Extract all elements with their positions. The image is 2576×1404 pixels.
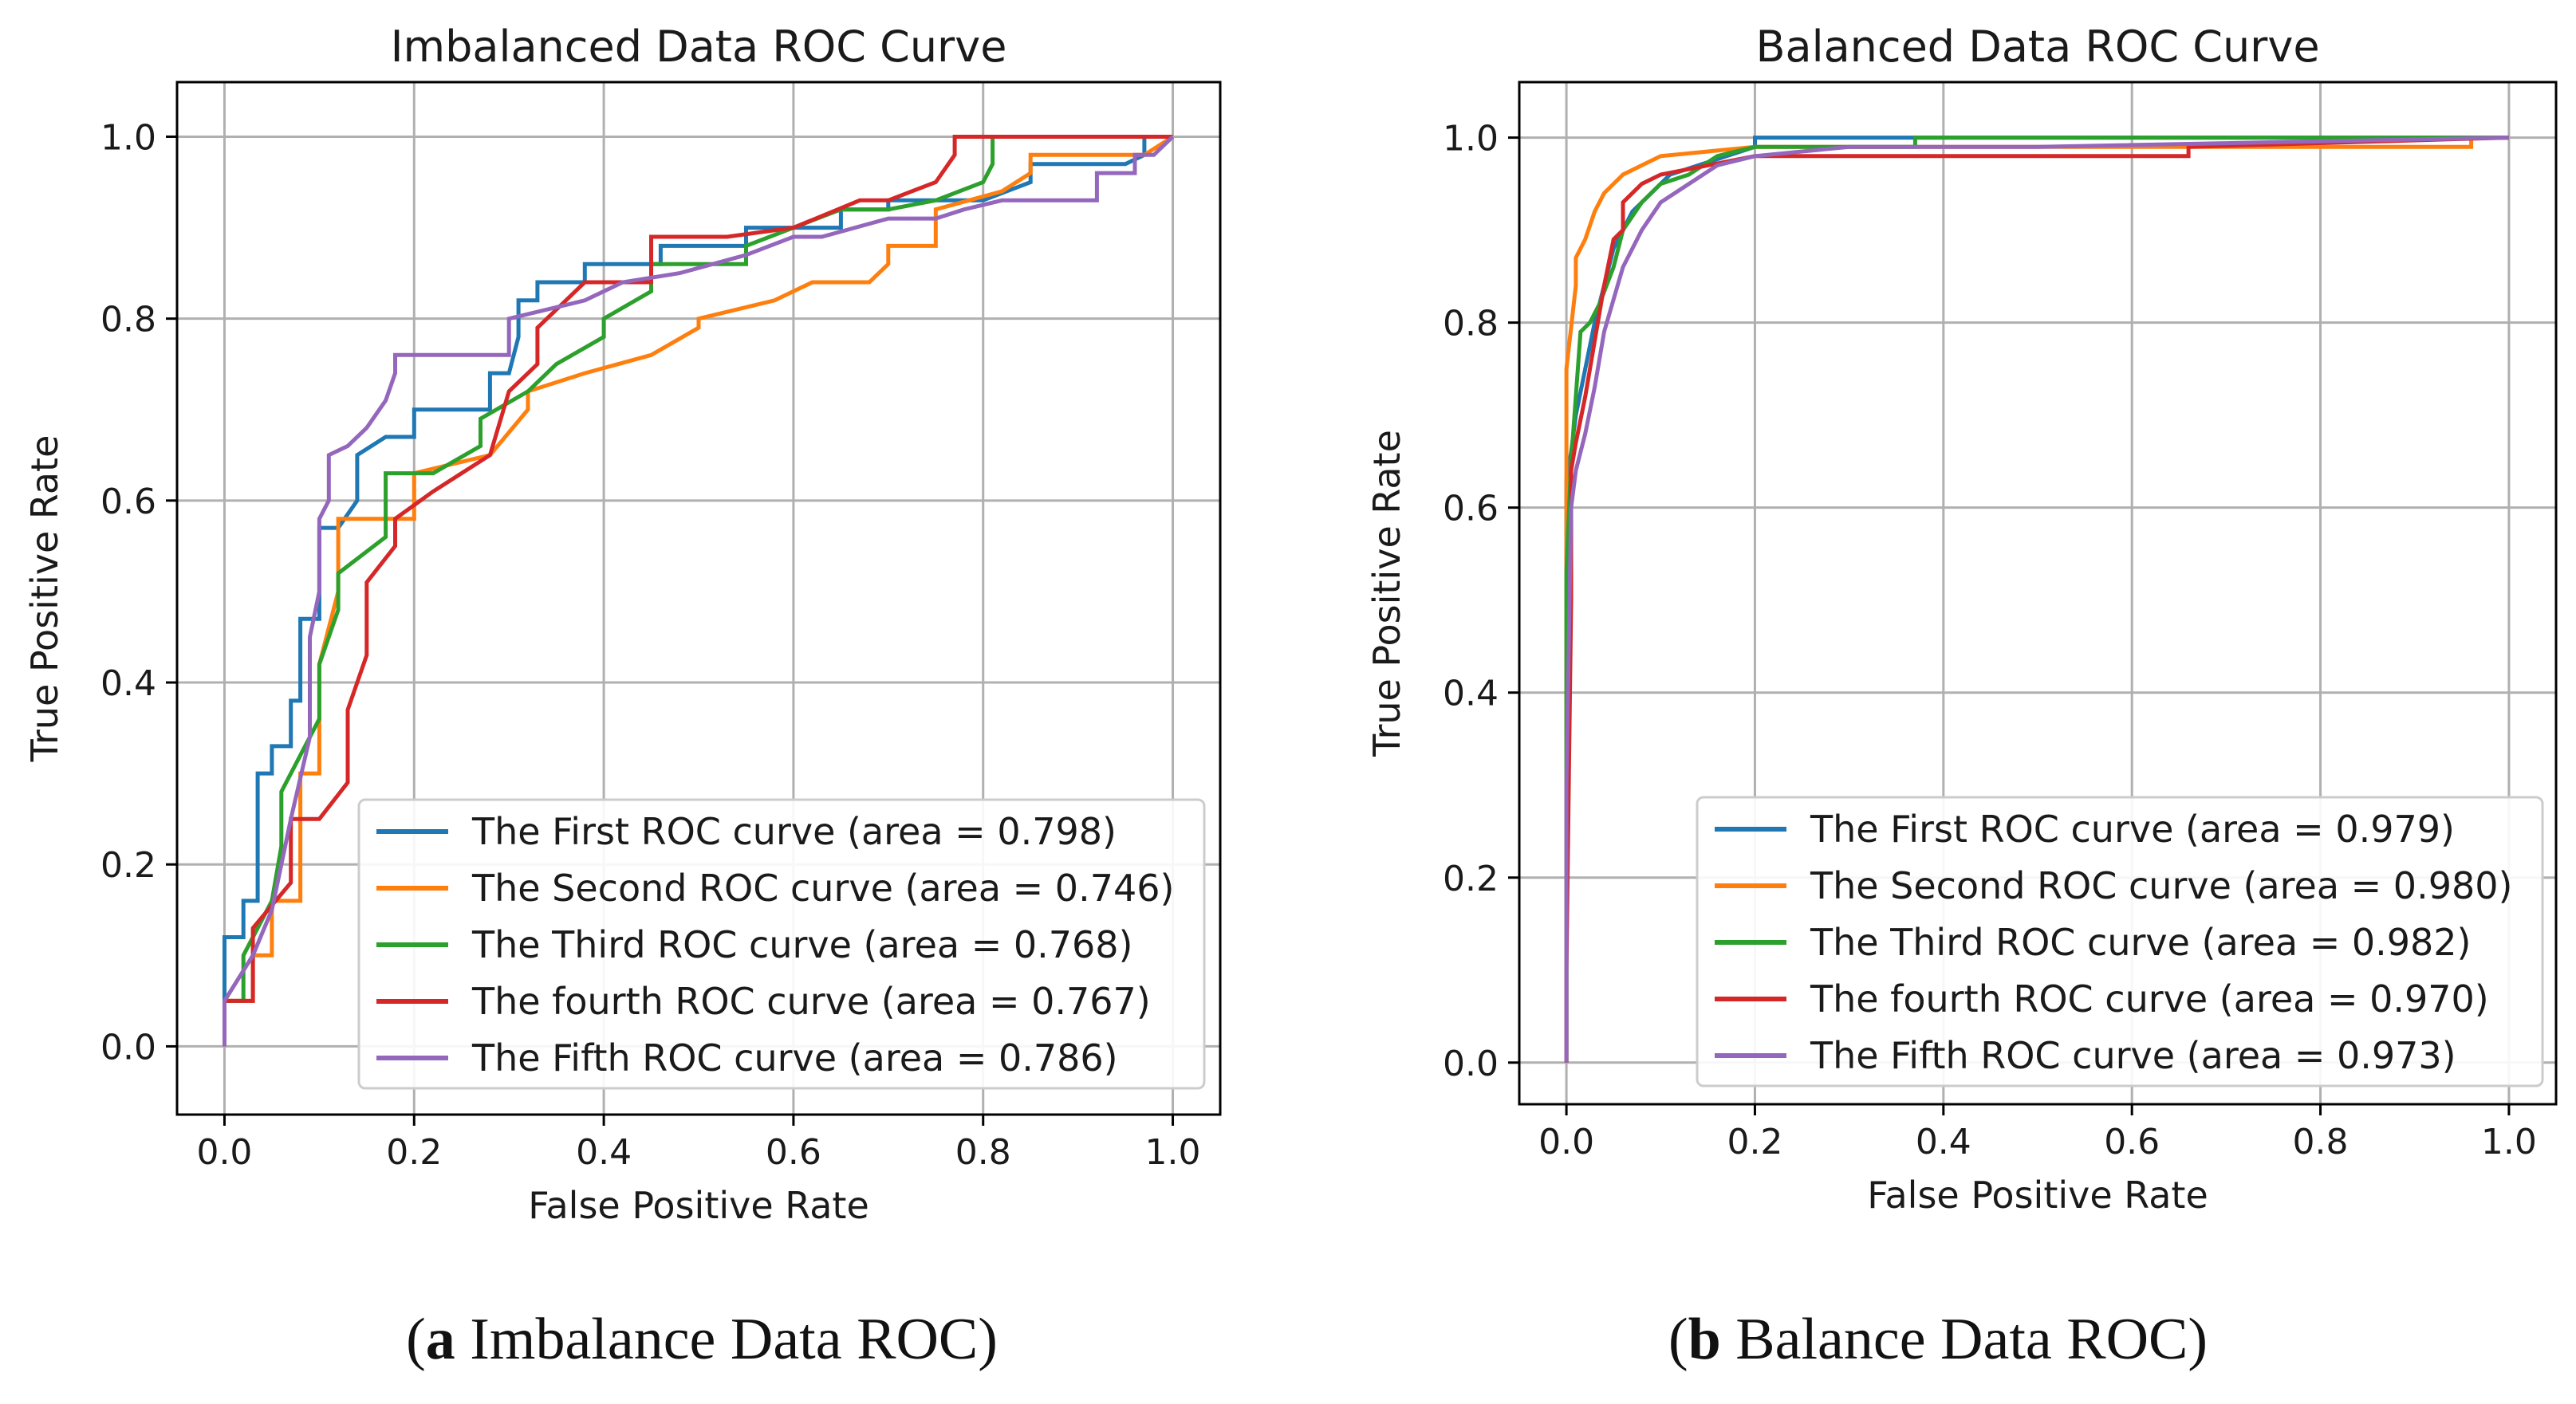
legend-box xyxy=(1696,796,2544,1087)
legend-entry: The Fifth ROC curve (area = 0.786) xyxy=(471,1036,1118,1080)
roc-line-2 xyxy=(223,135,1174,1047)
legend-entry: The Second ROC curve (area = 0.746) xyxy=(471,867,1174,910)
x-tick-label: 0.6 xyxy=(2104,1122,2160,1162)
y-tick-label: 1.0 xyxy=(1443,119,1499,159)
x-tick-label: 0.0 xyxy=(196,1132,252,1173)
y-tick-label: 0.0 xyxy=(1443,1044,1499,1084)
roc-line-5 xyxy=(1564,136,2509,1063)
x-tick-label: 0.4 xyxy=(1916,1122,1971,1162)
roc-line-5 xyxy=(223,135,1175,1047)
chart-1: 0.0 0.2 0.4 0.6 0.8 1.0 0.0 0.2 0.4 0.6 0.8 1.0 Bala… xyxy=(1365,22,2558,1217)
chart-0: 0.0 0.2 0.4 0.6 0.8 1.0 0.0 0.2 0.4 0.6 0.8 1.0 Imba… xyxy=(23,22,1222,1227)
legend: The First ROC curve (area = 0.798) The Se… xyxy=(357,798,1206,1090)
y-axis-label: True Positive Rate xyxy=(23,435,66,763)
plot-frame xyxy=(175,81,1222,1116)
x-tick-label: 1.0 xyxy=(1145,1132,1201,1173)
x-tick-label: 0.2 xyxy=(1727,1122,1782,1162)
y-tick-label: 0.8 xyxy=(1443,304,1499,344)
caption-a: (a Imbalance Data ROC) xyxy=(406,1307,998,1372)
y-tick-label: 0.6 xyxy=(100,482,156,522)
roc-line-1 xyxy=(223,135,1173,1047)
roc-line-4 xyxy=(1564,136,2509,1063)
legend-entry: The Second ROC curve (area = 0.980) xyxy=(1810,864,2512,907)
caption-b: (b Balance Data ROC) xyxy=(1668,1307,2208,1372)
y-tick-label: 0.4 xyxy=(1443,674,1499,714)
x-axis-label: False Positive Rate xyxy=(528,1184,869,1227)
x-tick-label: 1.0 xyxy=(2481,1122,2537,1162)
legend: The First ROC curve (area = 0.979) The Se… xyxy=(1696,796,2544,1087)
y-tick-label: 0.0 xyxy=(100,1027,156,1068)
legend-entry: The fourth ROC curve (area = 0.970) xyxy=(1810,977,2489,1021)
legend-entry: The Third ROC curve (area = 0.768) xyxy=(471,923,1133,966)
legend-box xyxy=(357,798,1206,1090)
x-axis-label: False Positive Rate xyxy=(1867,1174,2208,1217)
y-tick-label: 1.0 xyxy=(100,117,156,158)
legend-entry: The Fifth ROC curve (area = 0.973) xyxy=(1810,1034,2456,1077)
legend-entry: The First ROC curve (area = 0.798) xyxy=(471,810,1117,853)
y-tick-label: 0.4 xyxy=(100,663,156,704)
y-tick-label: 0.6 xyxy=(1443,489,1499,529)
plot-frame xyxy=(1518,81,2558,1106)
legend-entry: The First ROC curve (area = 0.979) xyxy=(1810,808,2455,851)
y-tick-label: 0.2 xyxy=(1443,859,1499,899)
x-tick-label: 0.0 xyxy=(1538,1122,1594,1162)
y-tick-label: 0.8 xyxy=(100,300,156,340)
legend-entry: The fourth ROC curve (area = 0.767) xyxy=(471,980,1151,1023)
x-tick-label: 0.8 xyxy=(2293,1122,2349,1162)
y-axis-label: True Positive Rate xyxy=(1365,430,1408,757)
x-tick-label: 0.2 xyxy=(386,1132,442,1173)
x-tick-label: 0.8 xyxy=(955,1132,1011,1173)
roc-line-3 xyxy=(223,135,1173,1047)
x-tick-label: 0.4 xyxy=(576,1132,632,1173)
x-tick-label: 0.6 xyxy=(766,1132,821,1173)
y-tick-label: 0.2 xyxy=(100,845,156,886)
chart-title: Balanced Data ROC Curve xyxy=(1755,22,2319,72)
chart-title: Imbalanced Data ROC Curve xyxy=(391,22,1007,72)
legend-entry: The Third ROC curve (area = 0.982) xyxy=(1810,921,2472,964)
